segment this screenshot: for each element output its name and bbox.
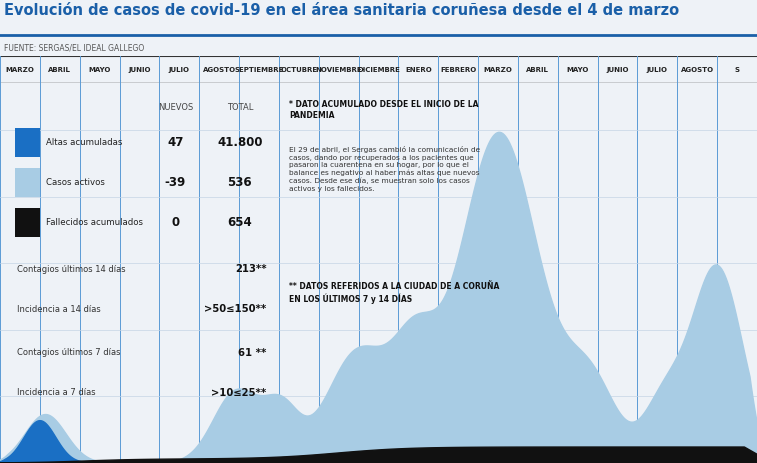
- Text: Incidencia a 7 días: Incidencia a 7 días: [17, 388, 95, 397]
- Text: 654: 654: [228, 216, 252, 229]
- Text: Altas acumuladas: Altas acumuladas: [46, 138, 123, 147]
- Text: AGOSTO: AGOSTO: [681, 67, 714, 73]
- Text: TOTAL: TOTAL: [226, 103, 253, 112]
- Text: 61 **: 61 **: [238, 348, 266, 357]
- Text: Contagios últimos 7 días: Contagios últimos 7 días: [17, 348, 120, 357]
- Text: Evolución de casos de covid-19 en el área sanitaria coruñesa desde el 4 de marzo: Evolución de casos de covid-19 en el áre…: [4, 3, 679, 18]
- Text: OCTUBRE: OCTUBRE: [280, 67, 317, 73]
- Text: FUENTE: SERGAS/EL IDEAL GALLEGO: FUENTE: SERGAS/EL IDEAL GALLEGO: [4, 44, 144, 52]
- Text: AGOSTO: AGOSTO: [203, 67, 235, 73]
- Text: Casos activos: Casos activos: [46, 178, 105, 187]
- Text: 213**: 213**: [235, 264, 266, 274]
- Text: * DATO ACUMULADO DESDE EL INICIO DE LA
PANDEMIA: * DATO ACUMULADO DESDE EL INICIO DE LA P…: [289, 100, 478, 120]
- Text: ABRIL: ABRIL: [48, 67, 71, 73]
- Text: Incidencia a 14 días: Incidencia a 14 días: [17, 305, 101, 314]
- Text: Fallecidos acumulados: Fallecidos acumulados: [46, 218, 143, 227]
- Text: El 29 de abril, el Sergas cambió la comunicación de
casos, dando por recuperados: El 29 de abril, el Sergas cambió la comu…: [289, 146, 480, 192]
- Text: MAYO: MAYO: [566, 67, 589, 73]
- Text: SEPTIEMBRE: SEPTIEMBRE: [234, 67, 284, 73]
- Text: NOVIEMBRE: NOVIEMBRE: [316, 67, 362, 73]
- Text: ENERO: ENERO: [405, 67, 431, 73]
- Text: MARZO: MARZO: [484, 67, 512, 73]
- Text: MARZO: MARZO: [5, 67, 34, 73]
- Text: >50≤150**: >50≤150**: [204, 304, 266, 314]
- Text: S: S: [734, 67, 740, 73]
- Text: MAYO: MAYO: [89, 67, 111, 73]
- Text: ABRIL: ABRIL: [526, 67, 550, 73]
- Text: JULIO: JULIO: [169, 67, 190, 73]
- Text: DICIEMBRE: DICIEMBRE: [357, 67, 400, 73]
- FancyBboxPatch shape: [15, 128, 39, 157]
- Text: JUNIO: JUNIO: [128, 67, 151, 73]
- Text: JUNIO: JUNIO: [606, 67, 629, 73]
- Text: 47: 47: [167, 136, 183, 149]
- Text: Contagios últimos 14 días: Contagios últimos 14 días: [17, 265, 126, 274]
- Text: 41.800: 41.800: [217, 136, 263, 149]
- Text: JULIO: JULIO: [647, 67, 668, 73]
- Text: FEBRERO: FEBRERO: [440, 67, 476, 73]
- Text: -39: -39: [165, 176, 186, 189]
- Text: ** DATOS REFERIDOS A LA CIUDAD DE A CORUÑA
EN LOS ÚLTIMOS 7 y 14 DÍAS: ** DATOS REFERIDOS A LA CIUDAD DE A CORU…: [289, 282, 500, 305]
- Text: >10≤25**: >10≤25**: [211, 388, 266, 398]
- FancyBboxPatch shape: [15, 208, 39, 237]
- FancyBboxPatch shape: [15, 169, 39, 197]
- Text: 536: 536: [228, 176, 252, 189]
- Text: 0: 0: [171, 216, 179, 229]
- Text: NUEVOS: NUEVOS: [157, 103, 193, 112]
